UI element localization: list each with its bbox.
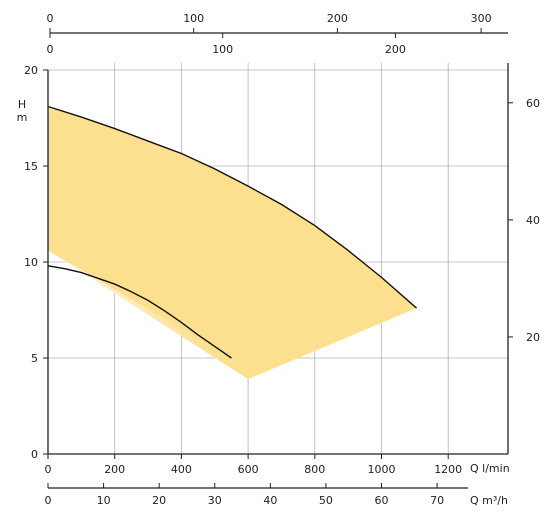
x-tick-label: 200 <box>104 463 125 476</box>
y-axis-unit-m: m <box>17 111 28 124</box>
x-tick-label: 1200 <box>434 463 462 476</box>
y-tick-label: 20 <box>24 64 38 77</box>
top-axis-2-ticks: 0 100 200 <box>47 33 406 56</box>
x2-tick-label: 30 <box>208 494 222 507</box>
y-tick-label: 5 <box>31 352 38 365</box>
bottom-axis: 0 10 20 30 40 50 60 70 <box>45 483 468 507</box>
y-right-tick-label: 60 <box>526 97 540 110</box>
x-axis-unit: Q l/min <box>470 462 510 475</box>
y-axis-unit-h: H <box>18 98 26 111</box>
top2-tick-label: 100 <box>212 43 233 56</box>
max-speed-curve <box>47 105 417 309</box>
top1-tick-label: 200 <box>327 12 348 25</box>
x2-tick-label: 60 <box>375 494 389 507</box>
x2-tick-label: 50 <box>319 494 333 507</box>
x2-tick-label: 0 <box>45 494 52 507</box>
y-right-tick-label: 40 <box>526 214 540 227</box>
y-tick-label: 0 <box>31 448 38 461</box>
top2-tick-label: 0 <box>47 43 54 56</box>
x2-tick-label: 10 <box>97 494 111 507</box>
y-axis-ticks: 0 5 10 15 20 <box>24 64 48 461</box>
top1-tick-label: 300 <box>471 12 492 25</box>
top2-tick-label: 200 <box>385 43 406 56</box>
y-axis-right-ticks: 20 40 60 <box>508 97 540 344</box>
grid-lines <box>48 63 508 454</box>
operating-envelope-area <box>48 106 417 380</box>
top1-tick-label: 100 <box>183 12 204 25</box>
min-speed-curve <box>47 265 232 359</box>
plot-area <box>47 63 509 455</box>
y-right-tick-label: 20 <box>526 331 540 344</box>
x2-tick-label: 70 <box>430 494 444 507</box>
x2-tick-label: 40 <box>263 494 277 507</box>
x-axis-secondary-unit: Q m³/h <box>470 494 508 507</box>
x-tick-label: 600 <box>238 463 259 476</box>
top1-tick-label: 0 <box>47 12 54 25</box>
x-tick-label: 800 <box>304 463 325 476</box>
x-tick-label: 0 <box>45 463 52 476</box>
y-tick-label: 15 <box>24 160 38 173</box>
x-tick-label: 1000 <box>368 463 396 476</box>
x-tick-label: 400 <box>171 463 192 476</box>
top-axis-1-ticks: 0 100 200 300 <box>47 12 492 33</box>
x-axis-secondary-ticks: 0 10 20 30 40 50 60 70 <box>45 483 444 507</box>
x-axis-ticks: 0 200 400 600 800 1000 1200 <box>45 454 462 476</box>
x2-tick-label: 20 <box>152 494 166 507</box>
envelope-fade-overlay <box>48 250 249 380</box>
y-tick-label: 10 <box>24 256 38 269</box>
top-axes: 0 100 200 300 0 100 200 <box>47 12 508 56</box>
